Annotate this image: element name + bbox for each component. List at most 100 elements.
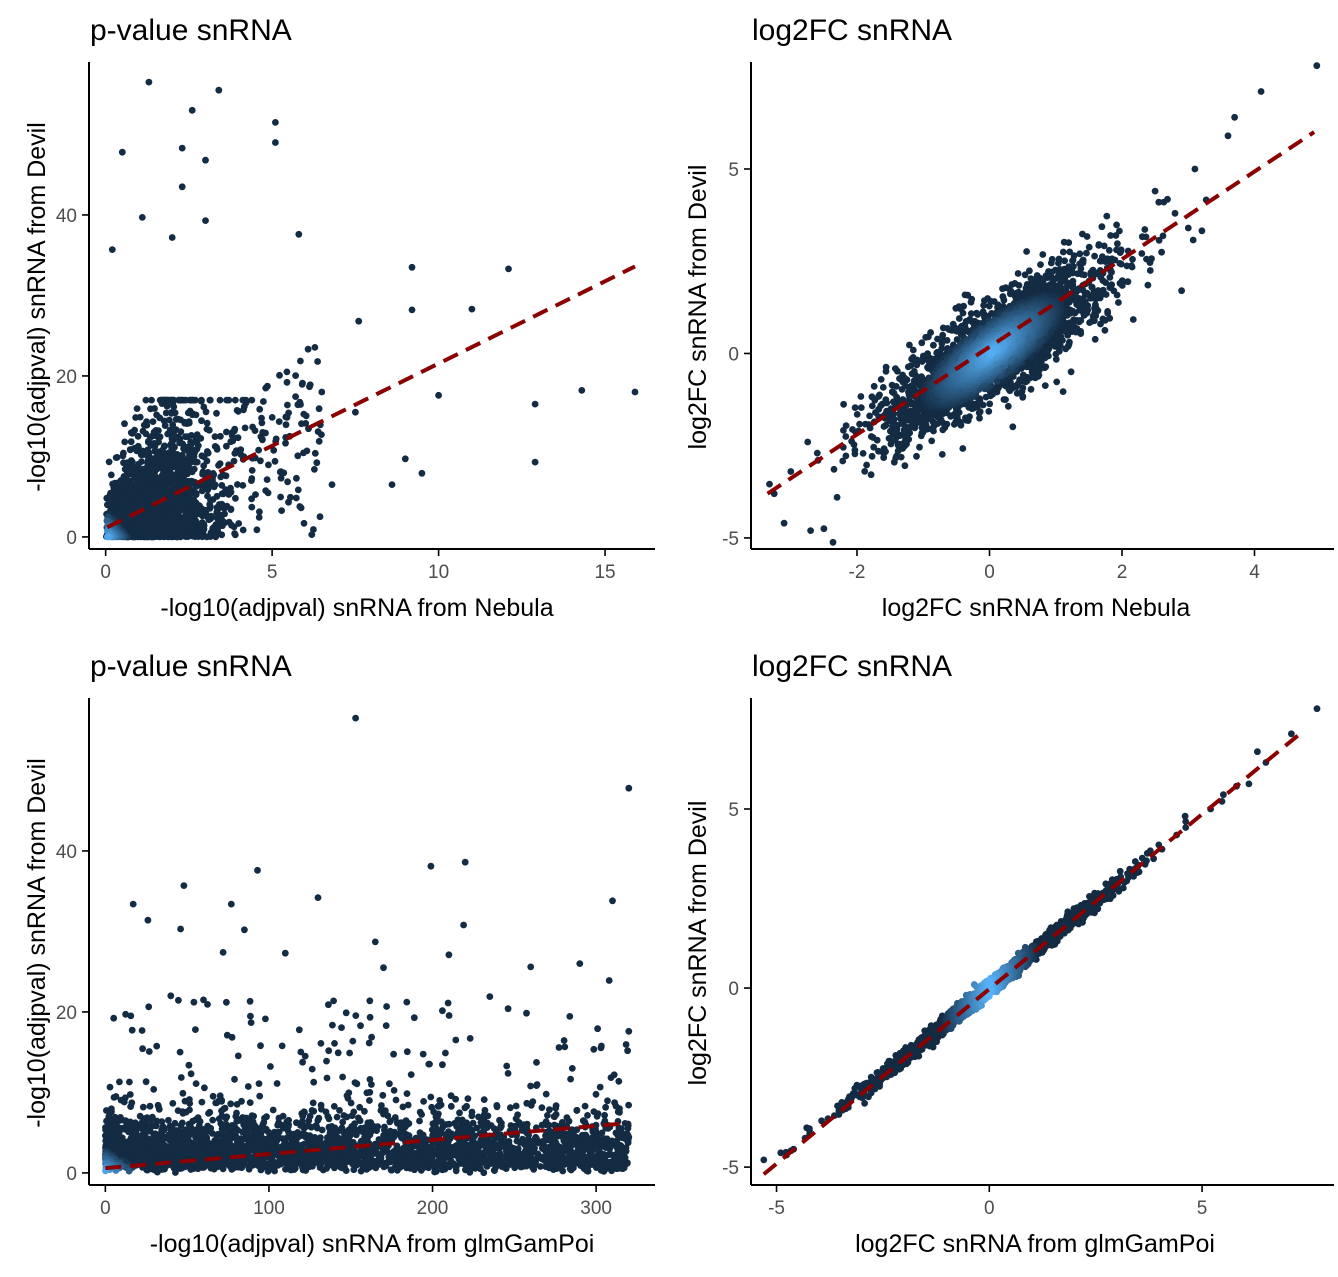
- data-point: [298, 504, 305, 511]
- data-point: [292, 393, 299, 400]
- data-point: [860, 450, 867, 457]
- data-point: [179, 145, 186, 152]
- data-point: [1129, 256, 1136, 263]
- data-point: [146, 450, 153, 457]
- data-point: [264, 383, 271, 390]
- data-point: [911, 377, 918, 384]
- data-point: [842, 433, 849, 440]
- chart-title: p-value snRNA: [90, 14, 292, 47]
- data-point: [1046, 346, 1053, 353]
- data-point: [242, 425, 249, 432]
- data-point: [189, 107, 196, 114]
- data-point: [273, 436, 280, 443]
- data-point: [152, 464, 159, 471]
- data-point: [195, 508, 202, 515]
- data-point: [904, 376, 911, 383]
- data-point: [876, 392, 883, 399]
- data-point: [1143, 234, 1150, 241]
- data-point: [215, 87, 222, 94]
- data-point: [160, 519, 167, 526]
- data-point: [212, 433, 219, 440]
- data-point: [248, 504, 255, 511]
- data-point: [128, 492, 135, 499]
- x-tick-label: 0: [100, 562, 111, 583]
- data-point: [191, 453, 198, 460]
- data-point: [168, 496, 175, 503]
- data-point: [1086, 244, 1093, 251]
- data-point: [409, 307, 416, 314]
- chart-title: log2FC snRNA: [752, 14, 952, 47]
- data-point: [435, 392, 442, 399]
- data-point: [312, 450, 319, 457]
- data-point: [277, 494, 284, 501]
- data-point: [881, 423, 888, 430]
- data-point: [146, 468, 153, 475]
- data-point: [849, 426, 856, 433]
- data-point: [1020, 385, 1027, 392]
- data-point: [908, 417, 915, 424]
- data-point: [1061, 257, 1068, 264]
- data-point: [264, 476, 271, 483]
- data-point: [310, 526, 317, 533]
- data-point: [1040, 281, 1047, 288]
- data-point: [223, 397, 230, 404]
- data-point: [1116, 260, 1123, 267]
- data-point: [840, 427, 847, 434]
- data-point: [409, 264, 416, 271]
- data-point: [121, 420, 128, 427]
- data-point: [896, 375, 903, 382]
- data-point: [135, 473, 142, 480]
- data-point: [907, 408, 914, 415]
- data-point: [155, 439, 162, 446]
- data-point: [959, 445, 966, 452]
- data-point: [163, 509, 170, 516]
- data-point: [1143, 256, 1150, 263]
- data-point: [1118, 246, 1125, 253]
- data-point: [1015, 270, 1022, 277]
- data-point: [906, 342, 913, 349]
- data-point: [175, 466, 182, 473]
- data-point: [172, 533, 179, 540]
- data-point: [1062, 345, 1069, 352]
- data-point: [1073, 329, 1080, 336]
- data-point: [919, 423, 926, 430]
- data-point: [1155, 199, 1162, 206]
- y-axis-label: -log10(adjpval) snRNA from Devil: [23, 122, 51, 492]
- data-point: [176, 397, 183, 404]
- data-point: [868, 471, 875, 478]
- data-point: [1083, 250, 1090, 257]
- data-point: [973, 310, 980, 317]
- x-axis-label: -log10(adjpval) snRNA from Nebula: [160, 594, 553, 622]
- data-point: [917, 357, 924, 364]
- data-point: [903, 431, 910, 438]
- data-point: [163, 454, 170, 461]
- data-point: [578, 387, 585, 394]
- data-point: [931, 422, 938, 429]
- data-point: [977, 408, 984, 415]
- data-point: [843, 453, 850, 460]
- data-point: [869, 403, 876, 410]
- data-point: [985, 408, 992, 415]
- data-point: [1073, 301, 1080, 308]
- data-point: [255, 447, 262, 454]
- data-point: [1011, 280, 1018, 287]
- data-point: [962, 292, 969, 299]
- data-point: [1068, 368, 1075, 375]
- data-point: [1060, 388, 1067, 395]
- data-point: [231, 524, 238, 531]
- data-point: [927, 329, 934, 336]
- data-point: [207, 497, 214, 504]
- data-point: [875, 448, 882, 455]
- data-point: [924, 350, 931, 357]
- data-point: [175, 500, 182, 507]
- data-point: [1125, 278, 1132, 285]
- data-point: [315, 428, 322, 435]
- data-point: [143, 397, 150, 404]
- data-point: [908, 362, 915, 369]
- data-point: [940, 420, 947, 427]
- x-tick-label: 5: [267, 562, 278, 583]
- data-point: [299, 381, 306, 388]
- data-point: [159, 489, 166, 496]
- data-point: [207, 397, 214, 404]
